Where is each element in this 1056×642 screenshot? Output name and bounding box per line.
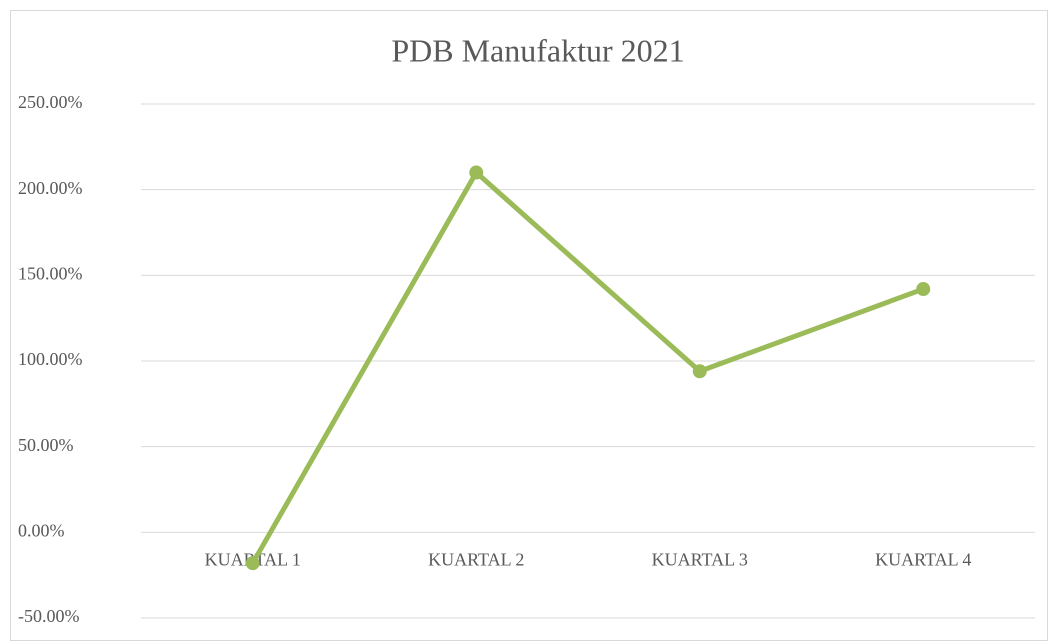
data-point: [245, 556, 260, 571]
x-tick-label: KUARTAL 2: [428, 549, 524, 569]
x-tick-label: KUARTAL 4: [875, 549, 971, 569]
y-tick-label: 100.00%: [18, 349, 83, 369]
data-point: [692, 364, 707, 379]
y-tick-label: 200.00%: [18, 178, 83, 198]
x-tick-label: KUARTAL 3: [652, 549, 748, 569]
chart-border: [10, 10, 1048, 641]
y-tick-label: 0.00%: [18, 520, 65, 540]
chart-title: PDB Manufaktur 2021: [391, 32, 684, 68]
y-tick-label: 50.00%: [18, 435, 74, 455]
y-tick-label: 150.00%: [18, 263, 83, 283]
data-point: [469, 165, 484, 180]
y-tick-label: 250.00%: [18, 92, 83, 112]
data-point: [916, 282, 931, 297]
y-tick-label: -50.00%: [18, 606, 80, 626]
series-line: [250, 170, 925, 565]
